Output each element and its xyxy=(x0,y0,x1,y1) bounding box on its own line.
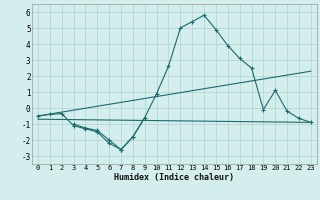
X-axis label: Humidex (Indice chaleur): Humidex (Indice chaleur) xyxy=(115,173,234,182)
